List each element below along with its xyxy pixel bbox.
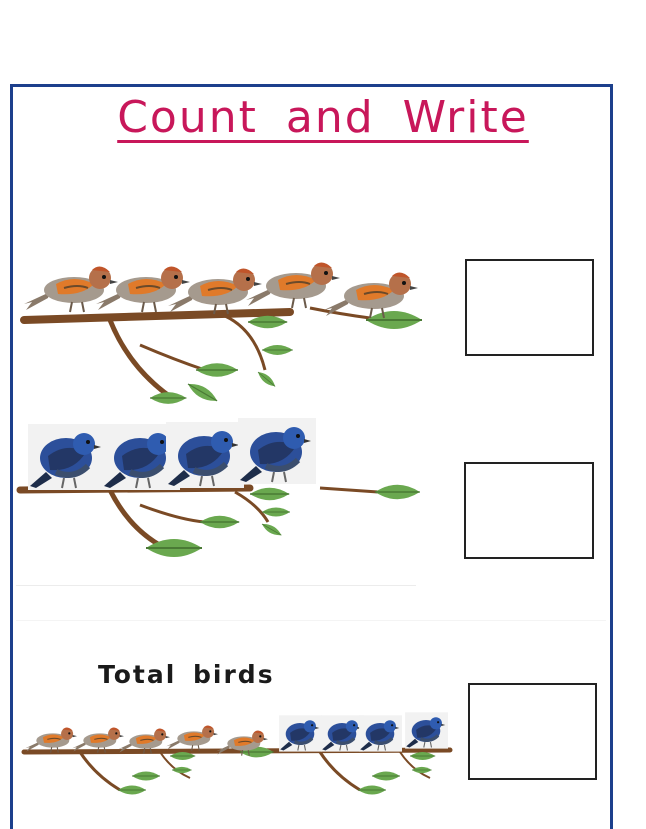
bird-total-blue-3 (357, 713, 404, 754)
answer-box-row-2[interactable] (464, 462, 594, 559)
total-birds-label: Total birds (98, 660, 275, 689)
section-divider-1 (16, 585, 416, 586)
branch-row-2 (16, 483, 421, 558)
worksheet-title: Count and Write (117, 92, 529, 143)
answer-box-row-1[interactable] (465, 259, 594, 356)
bird-blue-4 (238, 418, 316, 484)
bird-blue-1 (28, 424, 106, 490)
bird-orange-4 (245, 261, 341, 309)
section-divider-2 (16, 620, 606, 621)
branch-row-1 (20, 306, 423, 407)
answer-box-total[interactable] (468, 683, 597, 780)
bird-orange-5 (323, 271, 419, 319)
branch-row-3 (21, 745, 453, 795)
bird-blue-3 (166, 422, 244, 488)
bird-total-orange-2 (71, 726, 125, 754)
bird-total-blue-4 (403, 710, 450, 751)
bird-total-orange-1 (24, 726, 78, 754)
bird-total-orange-4 (165, 724, 219, 752)
bird-total-blue-2 (319, 713, 366, 754)
bird-total-blue-1 (277, 713, 324, 754)
